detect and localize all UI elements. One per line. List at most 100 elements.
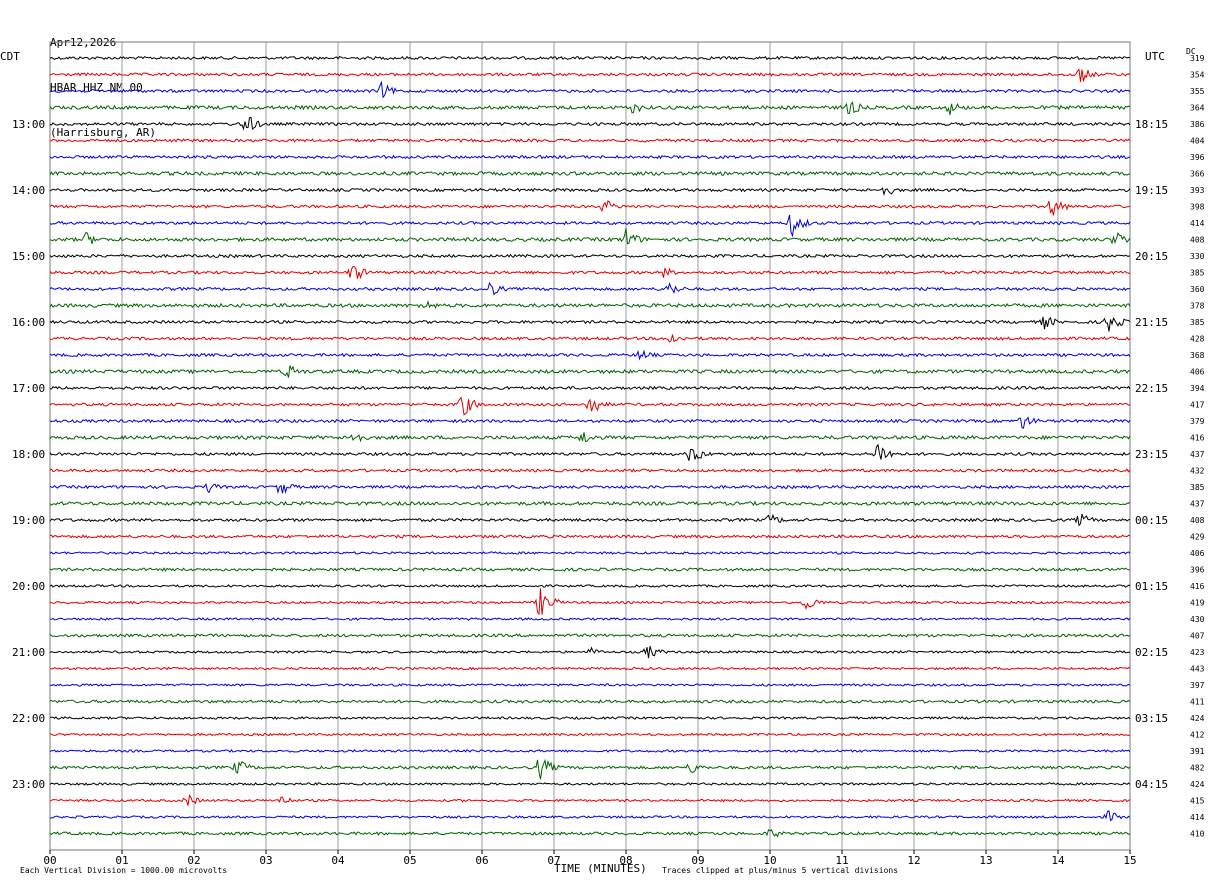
dc-offset-label: 482 — [1190, 764, 1205, 773]
right-hour-label: 00:15 — [1135, 514, 1168, 527]
x-tick-label: 09 — [691, 854, 704, 867]
x-tick-label: 15 — [1123, 854, 1136, 867]
dc-offset-label: 368 — [1190, 351, 1205, 360]
trace-row — [49, 170, 1131, 177]
trace-row — [49, 794, 1131, 806]
right-hour-label: 20:15 — [1135, 250, 1168, 263]
left-timezone-label: CDT — [0, 50, 20, 63]
trace-row — [49, 101, 1131, 116]
dc-offset-label: 437 — [1190, 450, 1205, 459]
trace-row — [49, 299, 1131, 309]
dc-offset-label: 397 — [1190, 681, 1205, 690]
left-hour-label: 22:00 — [12, 712, 45, 725]
trace-row — [49, 567, 1131, 572]
left-hour-label: 16:00 — [12, 316, 45, 329]
trace-row — [49, 416, 1131, 429]
dc-offset-label: 379 — [1190, 417, 1205, 426]
dc-offset-label: 412 — [1190, 731, 1205, 740]
dc-offset-label: 330 — [1190, 252, 1205, 261]
trace-row — [49, 617, 1131, 621]
right-hour-label: 21:15 — [1135, 316, 1168, 329]
x-tick-label: 07 — [547, 854, 560, 867]
dc-offset-label: 364 — [1190, 104, 1205, 113]
left-hour-label: 17:00 — [12, 382, 45, 395]
left-hour-label: 19:00 — [12, 514, 45, 527]
trace-row — [49, 80, 1131, 99]
dc-offset-label: 414 — [1190, 813, 1205, 822]
trace-row — [49, 716, 1131, 720]
right-hour-label: 01:15 — [1135, 580, 1168, 593]
dc-offset-label: 385 — [1190, 483, 1205, 492]
left-hour-label: 20:00 — [12, 580, 45, 593]
dc-offset-label: 432 — [1190, 467, 1205, 476]
trace-row — [49, 828, 1131, 838]
dc-offset-label: 443 — [1190, 665, 1205, 674]
trace-row — [49, 699, 1131, 704]
left-hour-label: 18:00 — [12, 448, 45, 461]
vertical-division-note: Each Vertical Division = 1000.00 microvo… — [20, 866, 228, 875]
dc-offset-label: 406 — [1190, 368, 1205, 377]
right-hour-label: 23:15 — [1135, 448, 1168, 461]
trace-row — [49, 443, 1131, 461]
dc-offset-label: 429 — [1190, 533, 1205, 542]
dc-offset-label: 398 — [1190, 203, 1205, 212]
left-hour-label: 14:00 — [12, 184, 45, 197]
trace-row — [49, 116, 1131, 131]
trace-row — [49, 214, 1131, 238]
x-tick-label: 12 — [907, 854, 920, 867]
trace-row — [49, 138, 1131, 143]
trace-row — [49, 584, 1130, 588]
dc-offset-label: 394 — [1190, 384, 1205, 393]
x-tick-label: 06 — [475, 854, 488, 867]
plot-frame — [49, 41, 1131, 851]
dc-offset-label: 385 — [1190, 318, 1205, 327]
trace-row — [49, 396, 1131, 416]
dc-offset-label: 385 — [1190, 269, 1205, 278]
trace-row — [49, 68, 1131, 82]
x-tick-label: 00 — [43, 854, 56, 867]
right-timezone-label: UTC — [1145, 50, 1165, 63]
trace-row — [49, 482, 1131, 495]
trace-row — [49, 365, 1131, 378]
dc-offset-label: 366 — [1190, 170, 1205, 179]
dc-offset-label: 417 — [1190, 401, 1205, 410]
trace-row — [49, 349, 1131, 361]
trace-row — [49, 732, 1131, 737]
right-hour-label: 04:15 — [1135, 778, 1168, 791]
x-tick-label: 13 — [979, 854, 992, 867]
dc-offset-label: 419 — [1190, 599, 1205, 608]
x-tick-label: 14 — [1051, 854, 1065, 867]
trace-row — [49, 749, 1131, 753]
trace-row — [49, 265, 1131, 280]
trace-row — [49, 228, 1131, 245]
trace-row — [49, 468, 1131, 473]
x-tick-label: 01 — [115, 854, 128, 867]
trace-row — [49, 253, 1131, 259]
trace-row — [49, 385, 1131, 391]
trace-row — [49, 534, 1131, 539]
trace-row — [49, 588, 1131, 616]
dc-offset-label: 404 — [1190, 137, 1205, 146]
dc-offset-label: 406 — [1190, 549, 1205, 558]
left-hour-label: 15:00 — [12, 250, 45, 263]
x-tick-label: 08 — [619, 854, 632, 867]
dc-offset-label: 414 — [1190, 219, 1205, 228]
trace-row — [49, 199, 1131, 216]
trace-row — [49, 782, 1131, 786]
trace-row — [49, 513, 1131, 527]
trace-row — [49, 633, 1131, 638]
x-tick-label: 10 — [763, 854, 776, 867]
left-hour-label: 23:00 — [12, 778, 45, 791]
clipping-note: Traces clipped at plus/minus 5 vertical … — [662, 866, 899, 875]
trace-row — [49, 758, 1131, 780]
dc-offset-label: 354 — [1190, 71, 1205, 80]
dc-offset-label: 430 — [1190, 615, 1205, 624]
dc-offset-label: 378 — [1190, 302, 1205, 311]
trace-row — [49, 810, 1131, 822]
dc-offset-label: 424 — [1190, 780, 1205, 789]
trace-row — [49, 281, 1131, 296]
dc-offset-label: 408 — [1190, 516, 1205, 525]
x-tick-label: 03 — [259, 854, 272, 867]
dc-offset-label: 416 — [1190, 434, 1205, 443]
